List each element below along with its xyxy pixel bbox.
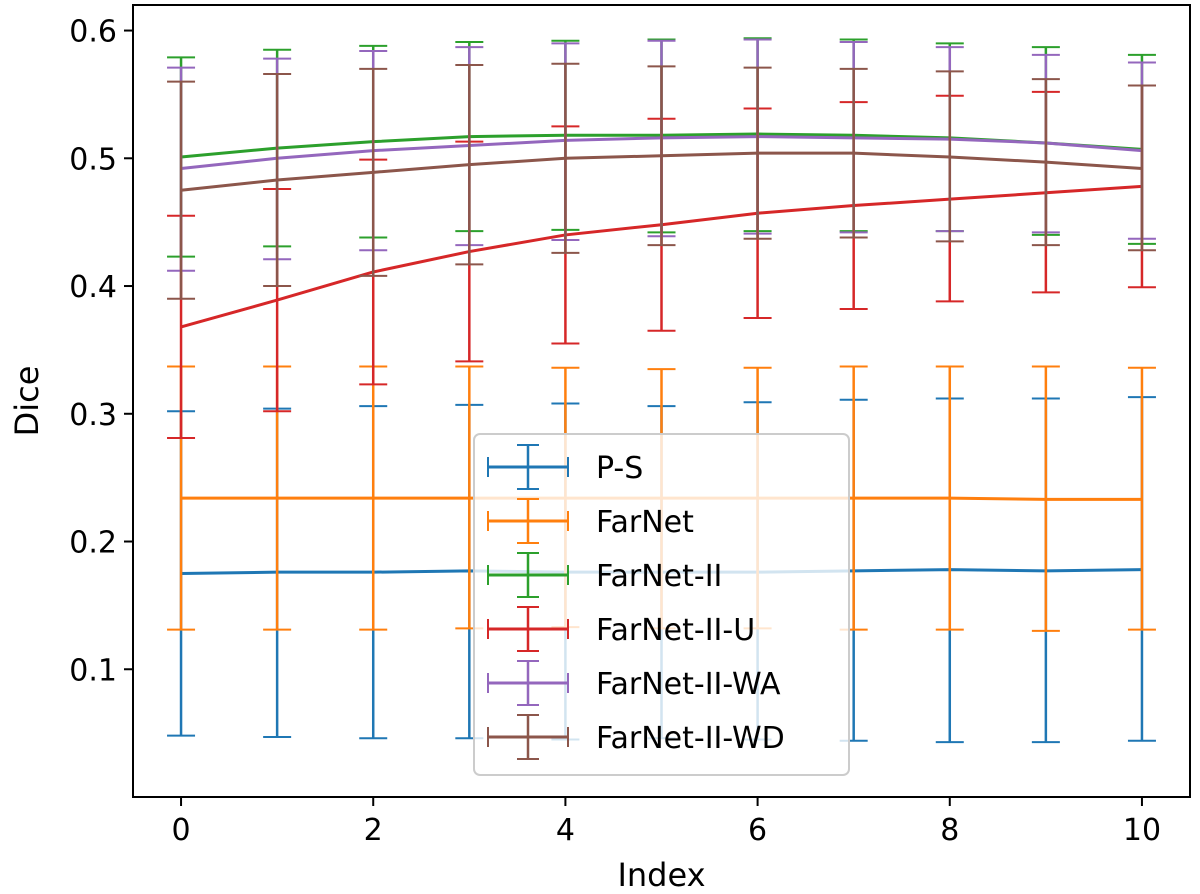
legend-label: FarNet-II-WA bbox=[596, 667, 781, 702]
x-axis-title: Index bbox=[617, 856, 705, 894]
axes-layer: 0 2 4 6 8 10 0.1 0.2 0.3 0.4 0.5 0.6 bbox=[69, 15, 1161, 848]
y-tick-label: 0.2 bbox=[69, 526, 117, 561]
legend-label: FarNet-II-U bbox=[596, 613, 755, 648]
legend-label: P-S bbox=[596, 451, 643, 486]
y-tick-label: 0.4 bbox=[69, 270, 117, 305]
legend-item: FarNet bbox=[487, 498, 694, 544]
y-tick-label: 0.6 bbox=[69, 15, 117, 50]
legend-item: FarNet-II-WA bbox=[487, 660, 781, 706]
legend-item: FarNet-II-U bbox=[487, 606, 755, 652]
x-tick-label: 8 bbox=[940, 813, 959, 848]
y-tick-label: 0.3 bbox=[69, 398, 117, 433]
legend: P-S FarNet FarNet-II FarNet-II-U FarNet-II-W… bbox=[473, 433, 850, 776]
y-tick-label: 0.5 bbox=[69, 142, 117, 177]
plot-frame bbox=[132, 4, 1191, 798]
series-line bbox=[180, 151, 1143, 192]
series-farnet-ii-wd bbox=[167, 62, 1156, 300]
y-axis-title: Dice bbox=[8, 366, 46, 437]
x-tick-label: 4 bbox=[556, 813, 575, 848]
y-tick-label: 0.1 bbox=[69, 653, 117, 688]
x-tick-label: 10 bbox=[1123, 813, 1161, 848]
x-tick-label: 2 bbox=[364, 813, 383, 848]
x-tick-label: 0 bbox=[171, 813, 190, 848]
legend-item: FarNet-II bbox=[487, 552, 722, 598]
legend-item: FarNet-II-WD bbox=[487, 714, 785, 760]
legend-label: FarNet bbox=[596, 505, 694, 540]
legend-item: P-S bbox=[487, 444, 643, 490]
x-tick-label: 6 bbox=[748, 813, 767, 848]
legend-label: FarNet-II bbox=[596, 559, 722, 594]
legend-label: FarNet-II-WD bbox=[596, 721, 785, 756]
